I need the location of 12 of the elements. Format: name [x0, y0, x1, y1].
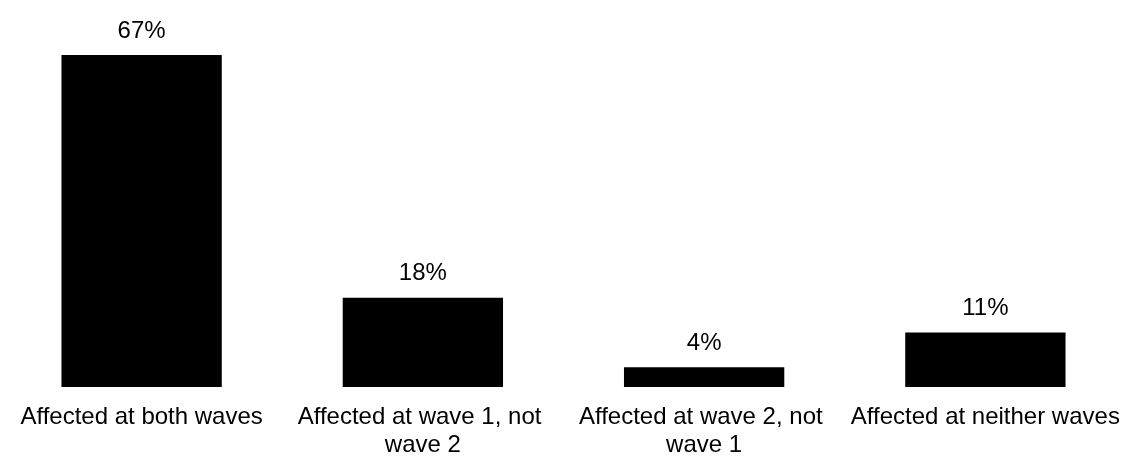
bar	[623, 367, 785, 387]
x-tick-label: Affected at neither waves	[850, 401, 1120, 429]
x-tick-label: Affected at wave 2, not wave 1	[578, 401, 830, 457]
x-tick-label: Affected at wave 1, not wave 2	[297, 401, 549, 457]
bar	[342, 297, 504, 387]
data-label: 4%	[686, 327, 722, 355]
data-label: 67%	[117, 15, 166, 43]
bar	[61, 55, 222, 387]
data-label: 11%	[962, 292, 1009, 320]
bar	[905, 332, 1066, 387]
data-label: 18%	[398, 258, 447, 286]
x-tick-label: Affected at both waves	[20, 401, 263, 429]
